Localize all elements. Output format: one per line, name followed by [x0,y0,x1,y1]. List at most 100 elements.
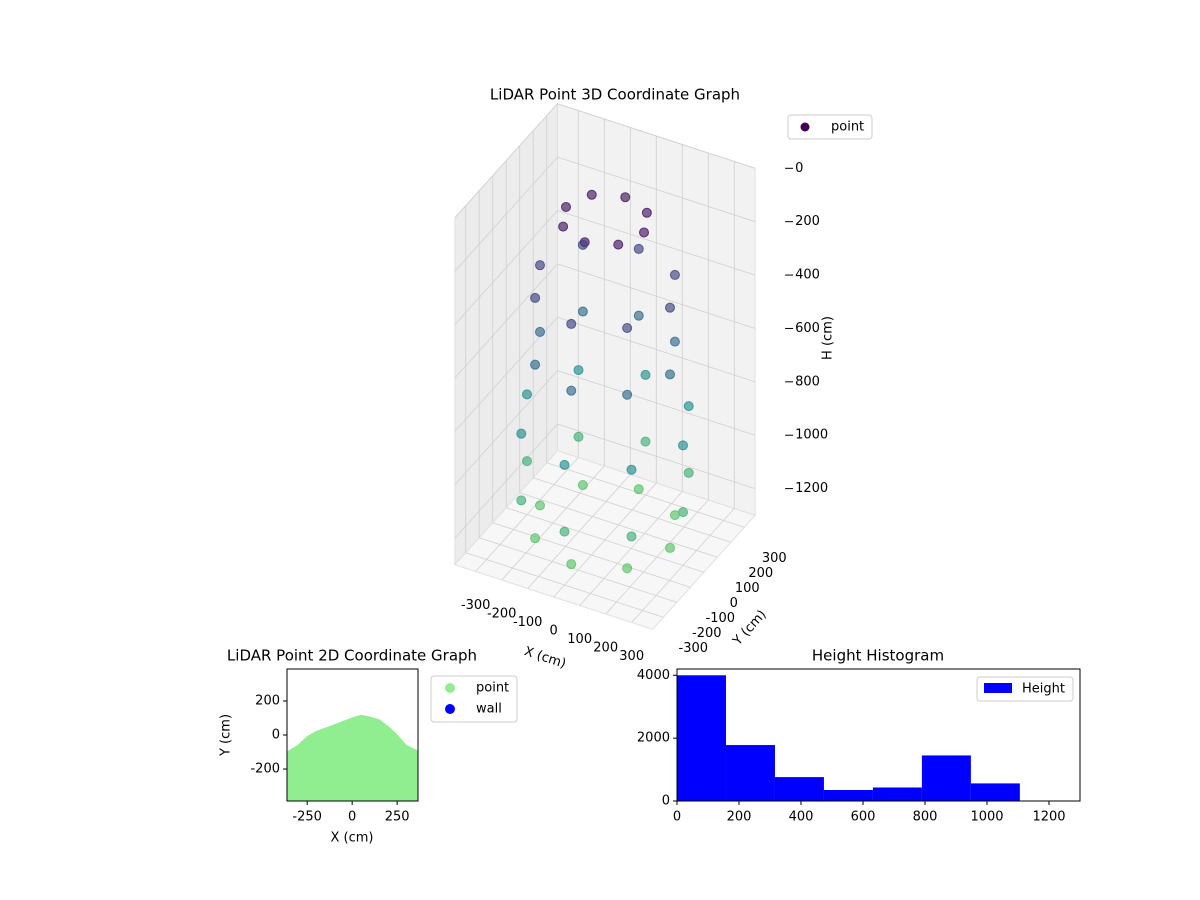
point [683,401,694,412]
point [633,243,644,254]
bar [970,783,1020,801]
z-tick-label: 800 [795,374,820,389]
point [530,292,541,303]
y-tick-label: -300 [679,641,709,656]
y-axis-label: Y (cm) [219,714,234,757]
grid-line [454,103,558,218]
z-tick-label: 600 [795,321,820,336]
grid-line [557,103,756,169]
point [530,359,541,370]
y-tick-label: 2000 [637,731,670,746]
legend-marker [800,122,810,132]
x-tick-label: 200 [727,810,752,825]
y-tick-label: 0 [662,794,670,809]
point [640,436,651,447]
x-tick-label: 400 [789,810,814,825]
x-tick-label: 800 [913,810,938,825]
point [622,323,633,334]
chart-title: Height Histogram [812,647,944,665]
point [558,221,569,232]
x-tick-label: 1200 [1032,810,1065,825]
grid-line [557,316,756,383]
legend-marker [445,704,455,714]
y-axis-label: Y (cm) [730,607,770,649]
bar [725,745,775,801]
chart-title: LiDAR Point 2D Coordinate Graph [227,647,477,665]
y-tick-label: 200 [748,566,773,581]
x-tick-label: 100 [567,632,592,647]
point [559,526,570,537]
point [640,369,651,380]
legend-patch [984,683,1012,693]
point [678,440,688,451]
point [665,302,675,313]
legend-label: point [831,120,864,135]
point [561,201,571,212]
z-tick-label: 0 [795,161,803,176]
point [665,542,675,553]
z-tick-label: 1200 [795,481,828,496]
point [626,531,637,542]
point [577,480,588,491]
grid-line [492,522,691,588]
point [669,336,680,347]
y-tick-label: -100 [706,611,736,626]
grid-line [557,156,756,223]
x-tick-label: -250 [292,810,322,825]
x-tick-label: -100 [513,615,543,630]
point [530,533,541,544]
point [522,389,532,400]
point [566,559,577,570]
x-tick-label: 0 [673,810,681,825]
point [535,500,545,511]
x-tick-label: 250 [385,810,410,825]
legend-box [787,114,873,140]
legend-box [430,675,518,723]
x-tick-label: -200 [487,607,517,622]
grid-line [557,210,756,276]
point [613,239,624,250]
axes-frame [676,668,1081,802]
point [516,495,527,506]
bar [823,790,873,801]
point [683,467,694,478]
grid-line [454,423,558,539]
grid-line [454,210,558,325]
point [573,365,584,376]
y-tick-label: 4000 [637,668,670,683]
z-axis-label: H (cm) [821,316,836,360]
axes-frame [286,668,419,802]
point [559,459,570,470]
y-tick-label: 300 [762,551,787,566]
grid-line [557,370,756,436]
bar [774,777,824,801]
grid-line [506,507,704,573]
point [566,385,577,396]
z-tick-label: 400 [795,268,820,283]
x-tick-label: 600 [851,810,876,825]
legend-label: wall [476,702,502,717]
grid-line [454,263,558,379]
bar [921,755,971,801]
chart-title: LiDAR Point 3D Coordinate Graph [490,86,740,104]
point [633,484,644,495]
point [573,431,584,442]
x-tick-label: 1000 [970,810,1003,825]
y-tick-label: 0 [730,596,738,611]
x-tick-label: 200 [593,641,618,656]
x-tick-label: 0 [348,810,356,825]
point [633,310,644,321]
grid-line [519,492,718,558]
x-tick-label: -300 [461,598,491,613]
legend-marker [445,683,455,693]
grid-line [454,370,558,485]
y-tick-label: 0 [272,728,280,743]
point [622,389,633,400]
grid-line [479,537,677,603]
grid-line [557,263,756,329]
point [622,563,633,574]
point [577,239,588,250]
point [535,326,545,337]
y-tick-label: 100 [735,581,760,596]
